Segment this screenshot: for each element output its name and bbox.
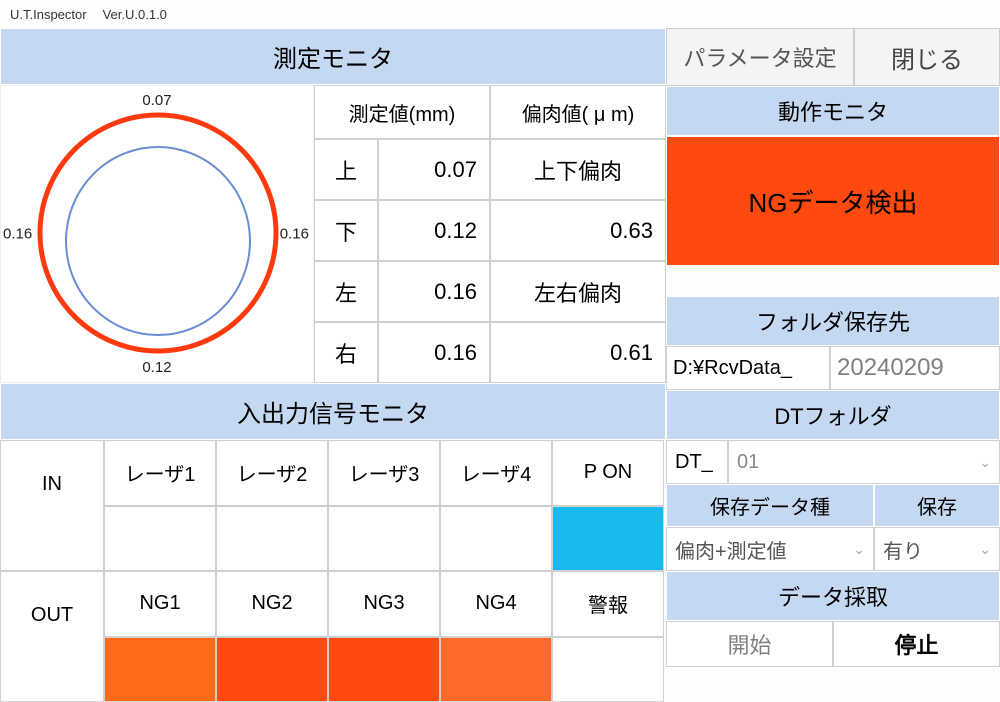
out-h-4: NG4: [440, 571, 552, 637]
io-table: レーザ1 レーザ2 レーザ3 レーザ4 P ON IN NG1 NG2 NG3: [0, 440, 666, 702]
folder-path: D:¥RcvData_: [666, 346, 830, 390]
save-type-select[interactable]: 偏肉+測定値: [666, 527, 874, 571]
out-state-3: [328, 637, 440, 702]
titlebar: U.T.Inspector Ver.U.0.1.0: [0, 0, 1000, 28]
folder-date[interactable]: 20240209: [830, 346, 1000, 390]
start-button[interactable]: 開始: [666, 621, 833, 667]
dt-prefix: DT_: [666, 440, 728, 484]
out-state-4: [440, 637, 552, 702]
dir-top: 上: [314, 139, 378, 200]
in-h-5: P ON: [552, 440, 664, 506]
save-type-header: 保存データ種: [666, 484, 874, 527]
io-monitor-header: 入出力信号モニタ: [0, 383, 666, 440]
dev-label-updown: 上下偏肉: [490, 139, 666, 200]
chart-label-bottom: 0.12: [142, 359, 171, 376]
dev-val-leftright: 0.61: [490, 322, 666, 383]
in-h-2: レーザ2: [216, 440, 328, 506]
dt-select[interactable]: 01: [728, 440, 1000, 484]
in-state-1: [104, 506, 216, 572]
dir-right: 右: [314, 322, 378, 383]
meas-head-deviation: 偏肉値( μ m): [490, 85, 666, 139]
val-top: 0.07: [378, 139, 490, 200]
out-h-5: 警報: [552, 571, 664, 637]
in-state-4: [440, 506, 552, 572]
stop-button[interactable]: 停止: [833, 621, 1000, 667]
folder-dest-header: フォルダ保存先: [666, 296, 1000, 346]
operation-monitor-header: 動作モニタ: [666, 86, 1000, 136]
chart-label-top: 0.07: [142, 92, 171, 109]
in-label: IN: [0, 506, 104, 572]
param-settings-button[interactable]: パラメータ設定: [666, 28, 854, 86]
meas-head-value: 測定値(mm): [314, 85, 490, 139]
in-h-4: レーザ4: [440, 440, 552, 506]
measure-monitor-header: 測定モニタ: [0, 28, 666, 85]
save-header: 保存: [874, 484, 1000, 527]
out-h-3: NG3: [328, 571, 440, 637]
save-select[interactable]: 有り: [874, 527, 1000, 571]
in-h-1: レーザ1: [104, 440, 216, 506]
in-state-2: [216, 506, 328, 572]
out-state-5: [552, 637, 664, 702]
measurement-table: 測定値(mm) 偏肉値( μ m) 上 0.07 上下偏肉 下 0.12 0.6…: [314, 85, 666, 383]
ng-status-box: NGデータ検出: [666, 136, 1000, 266]
out-state-1: [104, 637, 216, 702]
dir-bottom: 下: [314, 200, 378, 261]
in-state-5: [552, 506, 664, 572]
out-h-1: NG1: [104, 571, 216, 637]
dir-left: 左: [314, 261, 378, 322]
app-version: Ver.U.0.1.0: [103, 7, 167, 22]
app-name: U.T.Inspector: [10, 7, 87, 22]
out-state-2: [216, 637, 328, 702]
close-button[interactable]: 閉じる: [854, 28, 1000, 86]
chart-label-right: 0.16: [280, 226, 309, 243]
dt-folder-header: DTフォルダ: [666, 390, 1000, 440]
out-h-2: NG2: [216, 571, 328, 637]
ring-chart: 0.07 0.12 0.16 0.16: [0, 85, 314, 383]
dev-label-leftright: 左右偏肉: [490, 261, 666, 322]
val-right: 0.16: [378, 322, 490, 383]
in-h-3: レーザ3: [328, 440, 440, 506]
chart-label-left: 0.16: [3, 226, 32, 243]
dev-val-updown: 0.63: [490, 200, 666, 261]
val-bottom: 0.12: [378, 200, 490, 261]
out-label: OUT: [0, 637, 104, 702]
data-capture-header: データ採取: [666, 571, 1000, 621]
val-left: 0.16: [378, 261, 490, 322]
in-state-3: [328, 506, 440, 572]
